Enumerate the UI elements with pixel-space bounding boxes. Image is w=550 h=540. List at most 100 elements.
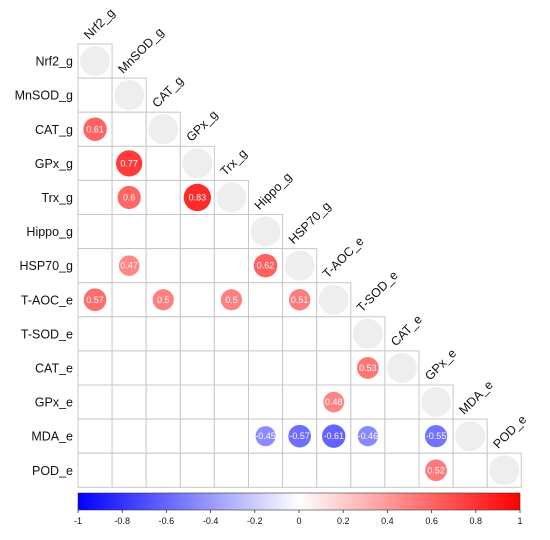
cell-pod-e-cat-e <box>384 452 420 488</box>
corr-label-mda-e-gpx-e: -0.55 <box>426 431 447 441</box>
corr-circle-mda-e-gpx-e <box>424 425 448 448</box>
row-label-cat-e: CAT_e <box>35 361 73 375</box>
colorbar-tick-label: -0.8 <box>114 516 130 526</box>
cell-t-sod-e-hippo-g <box>248 316 284 352</box>
colorbar-tick-label: 1 <box>517 516 522 526</box>
corr-label-mda-e-hsp70-g: -0.57 <box>289 431 310 441</box>
cell-hippo-g-trx-g <box>213 214 249 250</box>
cell-t-sod-e-mnsod-g <box>111 316 147 352</box>
cell-hsp70-g-cat-g <box>145 248 181 284</box>
diagonal-circle-pod-e <box>489 455 520 486</box>
col-label-pod-e: POD_e <box>490 412 529 451</box>
cell-pod-e-hsp70-g <box>282 452 318 488</box>
corr-circle-t-aoc-e-trx-g <box>220 289 243 311</box>
diagonal-circle-t-aoc-e <box>318 284 349 315</box>
corr-circle-gpx-e-t-aoc-e <box>323 391 345 413</box>
corr-circle-pod-e-gpx-e <box>425 459 447 482</box>
cell-pod-e-t-sod-e <box>350 452 386 488</box>
diagonal-circle-gpx-e <box>421 387 452 418</box>
cell-mda-e-gpx-g <box>179 418 215 454</box>
cell-hsp70-g-gpx-g <box>179 248 215 284</box>
diagonal-circle-nrf2-g <box>80 46 111 77</box>
diagonal-circle-mnsod-g <box>114 80 145 111</box>
row-label-pod-e: POD_e <box>32 464 73 478</box>
cell-t-sod-e-cat-g <box>145 316 181 352</box>
cell-mda-e-gpx-e <box>418 418 454 454</box>
corr-circle-mda-e-hippo-g <box>255 426 276 447</box>
corr-circle-cat-g-nrf2-g <box>83 117 107 141</box>
cell-cat-e-mnsod-g <box>111 350 147 386</box>
diagonal-circle-gpx-g <box>182 148 213 179</box>
cell-gpx-e-gpx-g <box>179 384 215 420</box>
corr-label-gpx-e-t-aoc-e: 0.48 <box>325 397 343 407</box>
cell-cat-e-gpx-g <box>179 350 215 386</box>
row-label-nrf2-g: Nrf2_g <box>35 55 73 69</box>
row-label-gpx-e: GPx_e <box>35 396 73 410</box>
row-label-hsp70-g: HSP70_g <box>19 259 73 273</box>
col-label-cat-g: CAT_g <box>149 74 186 111</box>
colorbar-tick-label: -0.6 <box>159 516 175 526</box>
corr-circle-hsp70-g-hippo-g <box>253 253 278 278</box>
cell-trx-g-nrf2-g <box>77 179 113 215</box>
cell-cat-g-mnsod-g <box>111 111 147 147</box>
colorbar-tick-label: 0.6 <box>425 516 438 526</box>
cell-mda-e-mnsod-g <box>111 418 147 454</box>
cell-t-sod-e-trx-g <box>213 316 249 352</box>
diagonal-circle-t-sod-e <box>352 318 383 349</box>
cell-gpx-e-t-sod-e <box>350 384 386 420</box>
cell-cat-e-t-aoc-e <box>316 350 352 386</box>
diagonal-circle-trx-g <box>216 182 247 213</box>
corr-label-t-aoc-e-trx-g: 0.5 <box>225 295 238 305</box>
cell-cat-e-hippo-g <box>248 350 284 386</box>
correlation-circles: 0.61 0.77 0.6 0.83 0.47 0.62 0.57 0.5 0.5 0.51 0.5… <box>80 46 520 486</box>
row-label-mnsod-g: MnSOD_g <box>15 89 73 103</box>
corr-label-t-aoc-e-hsp70-g: 0.51 <box>291 295 309 305</box>
cell-mnsod-g-nrf2-g <box>77 77 113 113</box>
colorbar-ticks: -1 -0.8 -0.6 -0.4 -0.2 0 0.2 0.4 0.6 0.8 1 <box>74 510 523 526</box>
row-label-trx-g: Trx_g <box>42 191 74 205</box>
diagonal-circle-hippo-g <box>250 216 281 247</box>
corr-label-t-aoc-e-nrf2-g: 0.57 <box>86 295 104 305</box>
cell-pod-e-nrf2-g <box>77 452 113 488</box>
cell-gpx-e-cat-g <box>145 384 181 420</box>
colorbar-tick-label: 0.8 <box>470 516 483 526</box>
corr-label-mda-e-hippo-g: -0.45 <box>255 431 276 441</box>
row-label-mda-e: MDA_e <box>31 430 73 444</box>
col-label-cat-e: CAT_e <box>388 312 425 349</box>
col-label-gpx-g: GPx_g <box>184 107 221 144</box>
cell-mda-e-cat-g <box>145 418 181 454</box>
cell-mda-e-nrf2-g <box>77 418 113 454</box>
row-label-hippo-g: Hippo_g <box>26 225 73 239</box>
corr-label-gpx-g-mnsod-g: 0.77 <box>120 158 138 168</box>
corr-label-hsp70-g-hippo-g: 0.62 <box>257 261 275 271</box>
corr-circle-gpx-g-mnsod-g <box>115 150 143 177</box>
cell-t-aoc-e-hippo-g <box>248 282 284 318</box>
diagonal-circle-mda-e <box>455 421 486 452</box>
col-label-t-aoc-e: T-AOC_e <box>320 234 367 281</box>
cell-cat-e-trx-g <box>213 350 249 386</box>
corr-label-cat-e-t-sod-e: 0.53 <box>359 363 377 373</box>
colorbar-tick-label: -0.2 <box>247 516 263 526</box>
colorbar-tick-label: 0 <box>296 516 301 526</box>
corr-label-trx-g-gpx-g: 0.83 <box>189 192 207 202</box>
corr-circle-cat-e-t-sod-e <box>356 357 379 379</box>
col-label-t-sod-e: T-SOD_e <box>354 268 401 315</box>
cell-t-sod-e-gpx-g <box>179 316 215 352</box>
cell-trx-g-cat-g <box>145 179 181 215</box>
col-label-nrf2-g: Nrf2_g <box>81 6 117 42</box>
colorbar-tick-label: 0.4 <box>381 516 394 526</box>
row-label-gpx-g: GPx_g <box>35 157 73 171</box>
cell-cat-e-cat-g <box>145 350 181 386</box>
cell-gpx-e-mnsod-g <box>111 384 147 420</box>
cell-hippo-g-nrf2-g <box>77 214 113 250</box>
corr-circle-t-aoc-e-hsp70-g <box>288 289 311 311</box>
row-label-cat-g: CAT_g <box>35 123 73 137</box>
corr-label-hsp70-g-mnsod-g: 0.47 <box>120 261 138 271</box>
cell-gpx-e-hsp70-g <box>282 384 318 420</box>
corr-circle-hsp70-g-mnsod-g <box>118 255 140 276</box>
cell-pod-e-mda-e <box>452 452 488 488</box>
cell-mda-e-cat-e <box>384 418 420 454</box>
cell-pod-e-hippo-g <box>248 452 284 488</box>
corr-label-cat-g-nrf2-g: 0.61 <box>86 124 104 134</box>
corr-label-t-aoc-e-cat-g: 0.5 <box>157 295 170 305</box>
